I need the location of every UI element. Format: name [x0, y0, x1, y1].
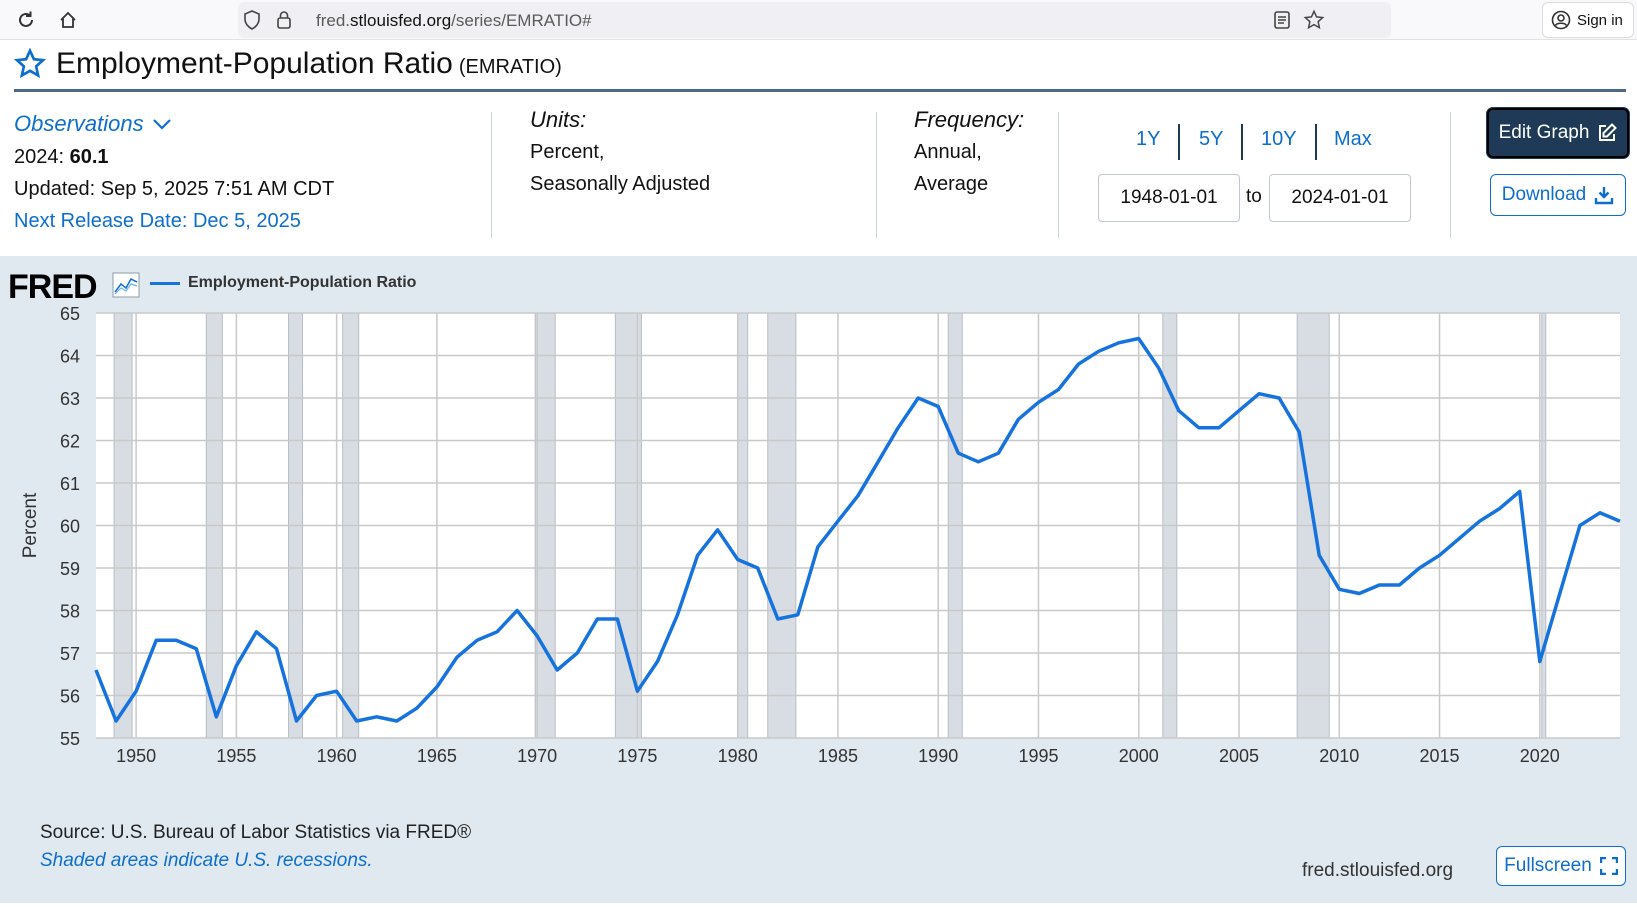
x-tick-label: 2005: [1219, 746, 1259, 766]
range-separator: [1241, 124, 1243, 160]
range-separator: [1178, 124, 1180, 160]
y-tick-label: 60: [60, 517, 80, 537]
meta-divider: [1450, 112, 1451, 238]
sign-in-label: Sign in: [1577, 11, 1623, 29]
y-tick-label: 63: [60, 389, 80, 409]
recession-note-link[interactable]: Shaded areas indicate U.S. recessions.: [40, 850, 373, 871]
frequency-panel: Frequency: Annual, Average: [914, 104, 1024, 200]
start-date-input[interactable]: 1948-01-01: [1098, 174, 1240, 222]
y-axis-title: Percent: [20, 492, 41, 558]
series-title-row: Employment-Population Ratio (EMRATIO): [14, 44, 562, 84]
range-max-button[interactable]: Max: [1334, 128, 1372, 150]
url-prefix: fred.: [316, 11, 351, 30]
x-tick-label: 1995: [1018, 746, 1058, 766]
x-tick-label: 2020: [1520, 746, 1560, 766]
x-tick-label: 1990: [918, 746, 958, 766]
units-panel: Units: Percent, Seasonally Adjusted: [530, 104, 710, 200]
source-note: Source: U.S. Bureau of Labor Statistics …: [40, 822, 472, 843]
account-icon: [1551, 10, 1571, 30]
frequency-heading: Frequency:: [914, 107, 1025, 132]
reload-icon[interactable]: [12, 6, 40, 34]
observations-panel: Observations 2024: 60.1 Updated: Sep 5, …: [14, 108, 334, 237]
series-line: [94, 336, 1621, 723]
fullscreen-label: Fullscreen: [1504, 855, 1592, 876]
x-tick-label: 2010: [1319, 746, 1359, 766]
chevron-down-icon: [152, 119, 171, 130]
x-tick-label: 2000: [1119, 746, 1159, 766]
y-tick-label: 61: [60, 474, 80, 494]
x-tick-label: 2015: [1420, 746, 1460, 766]
edit-icon: [1599, 123, 1618, 141]
favorite-star-icon[interactable]: [14, 48, 46, 80]
chart-legend: Employment-Population Ratio: [150, 274, 416, 292]
x-tick-label: 1985: [818, 746, 858, 766]
y-tick-label: 64: [60, 347, 80, 367]
latest-value: 60.1: [69, 146, 109, 168]
latest-observation: 2024: 60.1: [14, 141, 334, 173]
y-tick-label: 65: [60, 304, 80, 324]
meta-divider: [876, 112, 877, 238]
download-button[interactable]: Download: [1490, 174, 1626, 216]
fred-site-link[interactable]: fred.stlouisfed.org: [1302, 860, 1454, 881]
x-tick-label: 1980: [718, 746, 758, 766]
legend-swatch: [150, 281, 180, 285]
x-tick-label: 1950: [116, 746, 156, 766]
x-tick-label: 1955: [216, 746, 256, 766]
range-separator: [1315, 124, 1317, 160]
y-tick-label: 59: [60, 559, 80, 579]
range-10y-button[interactable]: 10Y: [1261, 128, 1297, 150]
chart-panel: 55 56 57 58 59 60 61 62 63 64 65 1950 1955 1960 1965 19…: [0, 256, 1637, 903]
fullscreen-button[interactable]: Fullscreen: [1496, 846, 1626, 886]
observations-label: Observations: [14, 111, 144, 136]
frequency-line1: Annual,: [914, 141, 982, 163]
lock-icon[interactable]: [272, 8, 296, 32]
url-host: stlouisfed.org: [350, 11, 452, 30]
fullscreen-icon: [1599, 857, 1618, 875]
range-5y-button[interactable]: 5Y: [1199, 128, 1224, 150]
x-tick-label: 1975: [617, 746, 657, 766]
y-tick-label: 58: [60, 602, 80, 622]
series-id: (EMRATIO): [458, 55, 562, 78]
title-divider: [14, 89, 1626, 92]
x-tick-label: 1970: [517, 746, 557, 766]
bookmark-star-icon[interactable]: [1302, 8, 1326, 32]
legend-label: Employment-Population Ratio: [188, 274, 417, 291]
meta-divider: [491, 112, 492, 238]
chart-line-icon: [112, 272, 140, 298]
y-tick-label: 57: [60, 644, 80, 664]
shield-icon[interactable]: [240, 8, 264, 32]
updated-text: Updated: Sep 5, 2025 7:51 AM CDT: [14, 178, 335, 200]
download-label: Download: [1501, 184, 1587, 205]
y-tick-label: 56: [60, 687, 80, 707]
download-icon: [1595, 187, 1614, 205]
date-to-label: to: [1246, 186, 1262, 207]
edit-graph-button[interactable]: Edit Graph: [1487, 108, 1629, 158]
sign-in-button[interactable]: Sign in: [1542, 2, 1634, 38]
units-line2: Seasonally Adjusted: [530, 173, 711, 195]
latest-date: 2024:: [14, 146, 65, 168]
x-tick-label: 1960: [317, 746, 357, 766]
url-path: /series/EMRATIO#: [451, 11, 592, 30]
browser-toolbar: fred.stlouisfed.org/series/EMRATIO# Sign…: [0, 0, 1637, 40]
address-bar[interactable]: fred.stlouisfed.org/series/EMRATIO#: [238, 2, 1391, 38]
edit-graph-label: Edit Graph: [1498, 122, 1590, 143]
reader-view-icon[interactable]: [1270, 8, 1294, 32]
frequency-line2: Average: [914, 173, 989, 195]
url-text[interactable]: fred.stlouisfed.org/series/EMRATIO#: [316, 11, 592, 31]
home-icon[interactable]: [54, 6, 82, 34]
page-title: Employment-Population Ratio: [56, 47, 453, 80]
meta-divider: [1058, 112, 1059, 238]
y-tick-label: 62: [60, 432, 80, 452]
x-tick-label: 1965: [417, 746, 457, 766]
range-1y-button[interactable]: 1Y: [1136, 128, 1161, 150]
y-tick-label: 55: [60, 729, 80, 749]
fred-logo: FRED: [8, 268, 98, 306]
observations-dropdown[interactable]: Observations: [14, 108, 172, 140]
chart-svg[interactable]: 55 56 57 58 59 60 61 62 63 64 65 1950 1955 1960 1965 19…: [0, 256, 1637, 816]
end-date-input[interactable]: 2024-01-01: [1269, 174, 1411, 222]
units-heading: Units:: [530, 107, 587, 132]
units-line1: Percent,: [530, 141, 605, 163]
next-release-link[interactable]: Next Release Date: Dec 5, 2025: [14, 210, 301, 232]
